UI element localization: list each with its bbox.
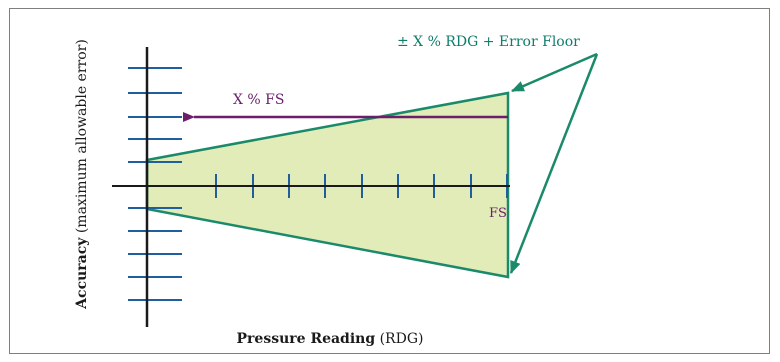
y-axis-ticks (128, 67, 182, 301)
error-floor-pointers (509, 52, 599, 275)
fs-percent-annotation: X % FS (233, 92, 285, 108)
y-axis-label: Accuracy (maximum allowable error) (74, 39, 90, 309)
error-floor-annotation: ± X % RDG + Error Floor (397, 34, 580, 50)
y-axis-label-bold: Accuracy (74, 237, 90, 309)
x-axis-label: Pressure Reading (RDG) (237, 331, 424, 347)
fs-annotation: FS (489, 206, 507, 221)
pointer-upper (511, 52, 598, 93)
x-axis-label-bold: Pressure Reading (236, 331, 376, 347)
x-axis-label-normal: (RDG) (375, 331, 424, 347)
y-axis-label-normal: (maximum allowable error) (74, 39, 90, 238)
pointer-lower (509, 53, 599, 275)
